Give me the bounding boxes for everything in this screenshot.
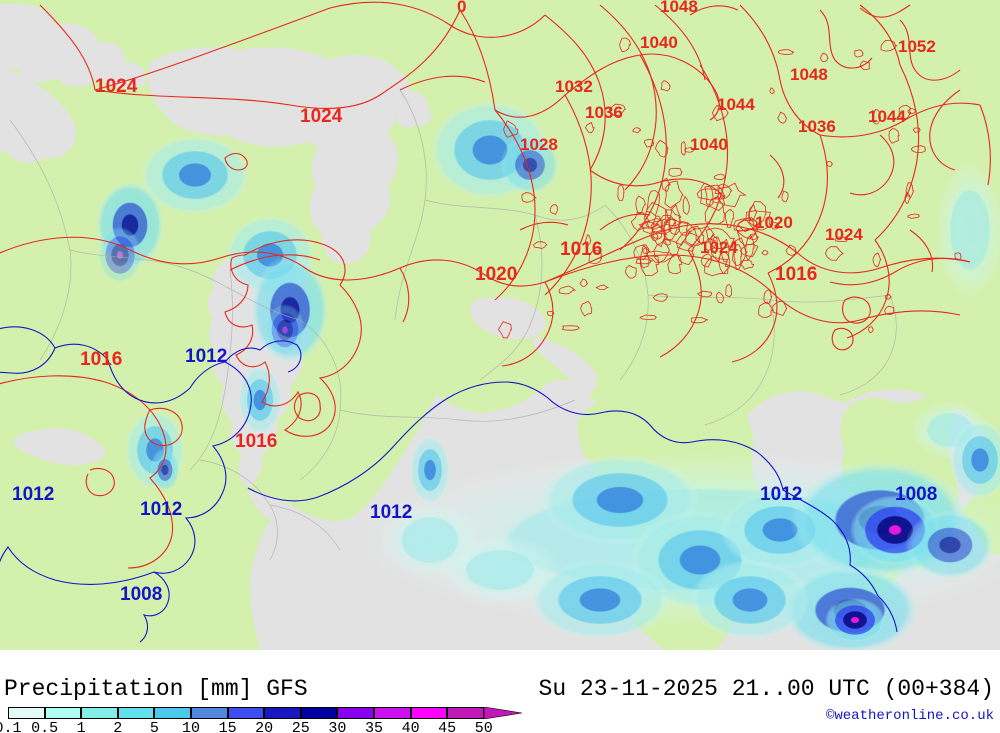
- svg-text:1028: 1028: [520, 135, 558, 154]
- svg-text:1012: 1012: [140, 499, 182, 520]
- svg-text:1012: 1012: [370, 502, 412, 523]
- svg-text:1016: 1016: [560, 239, 602, 260]
- svg-text:1020: 1020: [475, 264, 517, 285]
- svg-text:1024: 1024: [825, 225, 863, 244]
- svg-text:1036: 1036: [585, 103, 623, 122]
- svg-text:1040: 1040: [690, 135, 728, 154]
- svg-text:1048: 1048: [790, 65, 828, 84]
- svg-text:1036: 1036: [798, 117, 836, 136]
- svg-text:1008: 1008: [120, 584, 162, 605]
- svg-text:1040: 1040: [640, 33, 678, 52]
- svg-text:1020: 1020: [755, 213, 793, 232]
- svg-text:1012: 1012: [760, 484, 802, 505]
- svg-text:1012: 1012: [185, 346, 227, 367]
- svg-text:1008: 1008: [895, 484, 937, 505]
- svg-text:1016: 1016: [235, 431, 277, 452]
- svg-text:0: 0: [457, 0, 466, 16]
- svg-text:1032: 1032: [555, 77, 593, 96]
- svg-text:1016: 1016: [775, 264, 817, 285]
- svg-text:1012: 1012: [12, 484, 54, 505]
- svg-text:1044: 1044: [868, 107, 906, 126]
- svg-text:1048: 1048: [660, 0, 698, 16]
- svg-text:1024: 1024: [95, 76, 138, 97]
- svg-text:1044: 1044: [717, 95, 755, 114]
- svg-text:1024: 1024: [700, 238, 738, 257]
- svg-text:1016: 1016: [80, 349, 122, 370]
- svg-text:1024: 1024: [300, 106, 343, 127]
- svg-text:1052: 1052: [898, 37, 936, 56]
